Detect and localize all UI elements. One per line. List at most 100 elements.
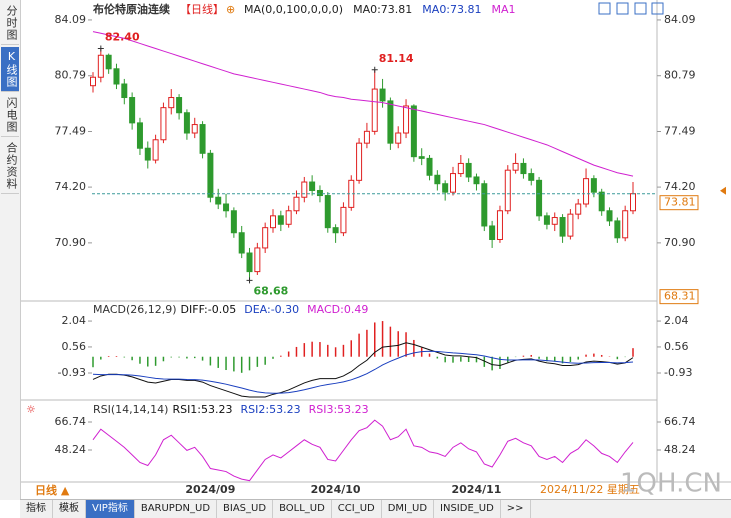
range-low-label: 68.31 — [664, 290, 696, 303]
y-tick-label: 2.04 — [62, 314, 87, 327]
range-low-box — [659, 289, 699, 305]
chart-bg — [21, 0, 731, 499]
icon[interactable] — [634, 2, 647, 15]
x-tick-label: 2024/11 — [452, 483, 502, 496]
watermark: 1QH.CN — [620, 469, 722, 499]
candle-body — [309, 181, 316, 191]
period-button[interactable]: 日线 ▲ — [35, 483, 70, 497]
peak-marker — [97, 45, 104, 52]
tab[interactable]: BIAS_UD — [217, 500, 274, 518]
y-tick-label: 66.74 — [55, 415, 87, 428]
y-tick-label: 66.74 — [664, 415, 696, 428]
last-price-arrow — [720, 186, 726, 195]
peak-label: 82.40 — [105, 31, 140, 44]
candle-body — [590, 178, 597, 193]
header-legend: MA(0,0,100,0,0,0) — [244, 3, 343, 16]
icon[interactable] — [651, 2, 664, 15]
candle-body — [340, 206, 347, 234]
tab[interactable]: BOLL_UD — [273, 500, 332, 518]
candle-body — [215, 196, 222, 205]
candle-body — [630, 193, 636, 212]
candle-body — [144, 147, 151, 161]
tab[interactable]: INSIDE_UD — [434, 500, 501, 518]
legend-entry: RSI2:53.23 — [241, 403, 301, 416]
sidebar: 分时图 K线图闪电图合约资料 — [0, 0, 21, 500]
candle-body — [450, 173, 456, 193]
candle-body — [622, 210, 629, 239]
rsi-icon[interactable]: ☼ — [26, 403, 36, 416]
candle-body — [528, 173, 535, 181]
y-tick-label: 80.79 — [664, 69, 696, 82]
macd-line — [92, 342, 634, 398]
candle-body — [160, 107, 167, 141]
candle-body — [270, 215, 276, 229]
candle-body — [512, 162, 519, 171]
candle-body — [262, 227, 269, 249]
candle-body — [230, 210, 237, 234]
candle-body — [551, 217, 558, 225]
candle-body — [207, 152, 214, 198]
tab[interactable]: 指标 — [20, 500, 53, 518]
peak-marker — [371, 66, 378, 73]
y-tick-label: 74.20 — [55, 180, 87, 193]
candle-body — [442, 183, 449, 193]
icon[interactable] — [598, 2, 611, 15]
candle-body — [481, 183, 488, 227]
candle-body — [238, 232, 245, 254]
candle-body — [567, 213, 574, 237]
tab[interactable]: BARUPDN_UD — [135, 500, 218, 518]
candle-body — [395, 132, 402, 144]
candle-body — [496, 210, 503, 240]
candle-body — [191, 124, 198, 134]
candle-body — [105, 54, 112, 70]
candle-body — [387, 100, 394, 144]
candle-body — [489, 225, 496, 240]
candle-body — [434, 174, 441, 185]
peak-label: 68.68 — [254, 284, 289, 297]
x-tick-label: 2024/09 — [185, 483, 235, 496]
side-tab[interactable]: 分时图 — [1, 2, 19, 45]
side-tab[interactable]: 合约资料 — [1, 139, 19, 194]
y-tick-label: 0.56 — [664, 340, 689, 353]
candle-body — [418, 156, 425, 159]
y-tick-label: 70.90 — [55, 236, 87, 249]
y-tick-label: 77.49 — [55, 124, 87, 137]
tab[interactable]: VIP指标 — [86, 500, 135, 518]
panel-title: MACD(26,12,9) — [93, 303, 177, 316]
last-price-label: 73.81 — [664, 196, 696, 209]
tab[interactable]: CCI_UD — [332, 500, 382, 518]
candle-body — [90, 76, 96, 87]
side-tab[interactable]: 闪电图 — [1, 94, 19, 137]
y-tick-label: 84.09 — [664, 13, 696, 26]
side-tab[interactable]: K线图 — [1, 47, 19, 92]
candle-body — [113, 68, 120, 85]
candle-body — [223, 203, 230, 212]
candle-body — [316, 189, 323, 197]
candle-body — [254, 247, 261, 273]
candle-body — [121, 83, 128, 99]
tab[interactable]: DMI_UD — [382, 500, 435, 518]
tab[interactable]: 模板 — [53, 500, 86, 518]
indicator-tabs: 指标 模板 VIP指标 BARUPDN_UD BIAS_UD BOLL_UD CCI_UD D… — [20, 499, 731, 518]
candle-body — [403, 105, 410, 134]
candle-body — [520, 162, 527, 175]
legend-entry: RSI3:53.23 — [309, 403, 369, 416]
candle-body — [332, 227, 339, 234]
period[interactable]: 【日线】 — [180, 2, 224, 16]
candle-body — [606, 210, 613, 222]
icon[interactable] — [616, 2, 629, 15]
header-legend: MA0:73.81 — [422, 3, 481, 16]
candle-body — [129, 97, 136, 124]
candle-body — [136, 122, 143, 149]
candle-body — [152, 139, 159, 161]
candle-body — [575, 203, 582, 215]
candle-body — [293, 196, 300, 212]
settings-icon[interactable]: ⊕ — [226, 3, 235, 16]
y-tick-label: 77.49 — [664, 124, 696, 137]
tab[interactable]: >> — [501, 500, 531, 518]
y-tick-label: 48.24 — [664, 443, 696, 456]
candle-body — [410, 105, 417, 158]
candle-body — [277, 215, 284, 225]
peak-marker — [246, 277, 253, 284]
